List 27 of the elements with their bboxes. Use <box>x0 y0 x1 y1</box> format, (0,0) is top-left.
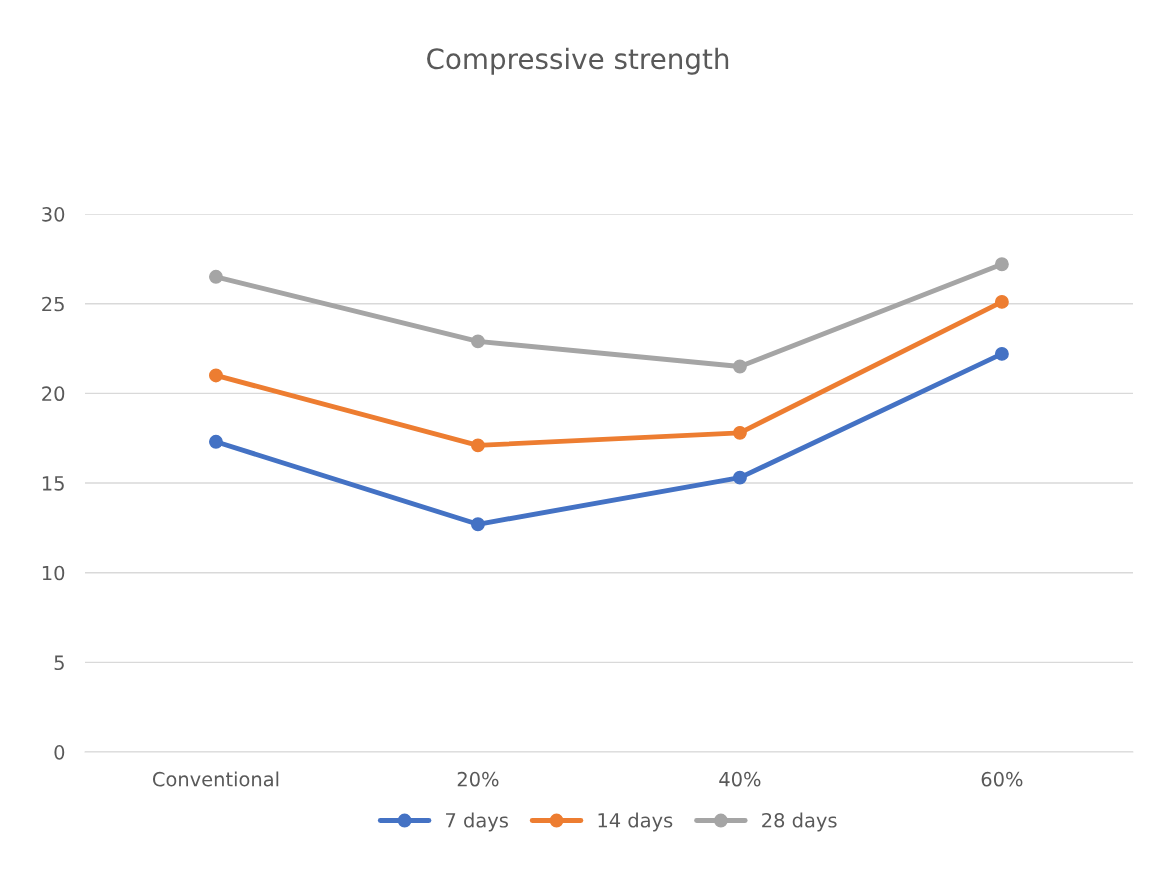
y-tick-label: 20 <box>42 386 65 402</box>
chart-title: Compressive strength <box>427 47 729 75</box>
x-tick-label: 20% <box>457 771 499 787</box>
point <box>732 425 747 440</box>
point <box>994 346 1009 361</box>
point <box>732 359 747 374</box>
legend-label: 14 days <box>598 812 673 832</box>
point <box>209 269 223 284</box>
x-tick-label: 60% <box>981 771 1023 787</box>
point <box>470 334 485 349</box>
y-tick-label: 10 <box>42 565 65 581</box>
point <box>994 294 1009 309</box>
point <box>732 470 747 485</box>
y-tick-label: 25 <box>42 296 64 312</box>
point <box>470 438 485 453</box>
legend-label: 7 days <box>446 812 508 832</box>
x-tick-label: Conventional <box>152 771 279 787</box>
y-tick-label: 5 <box>54 655 64 671</box>
point <box>209 368 223 383</box>
x-tick-label: 40% <box>719 771 761 787</box>
legend-label: 28 days <box>762 812 837 832</box>
point <box>994 257 1009 272</box>
y-tick-label: 0 <box>54 744 65 760</box>
point <box>470 517 485 532</box>
point <box>209 434 223 449</box>
y-tick-label: 30 <box>42 206 65 222</box>
y-tick-label: 15 <box>42 476 64 491</box>
